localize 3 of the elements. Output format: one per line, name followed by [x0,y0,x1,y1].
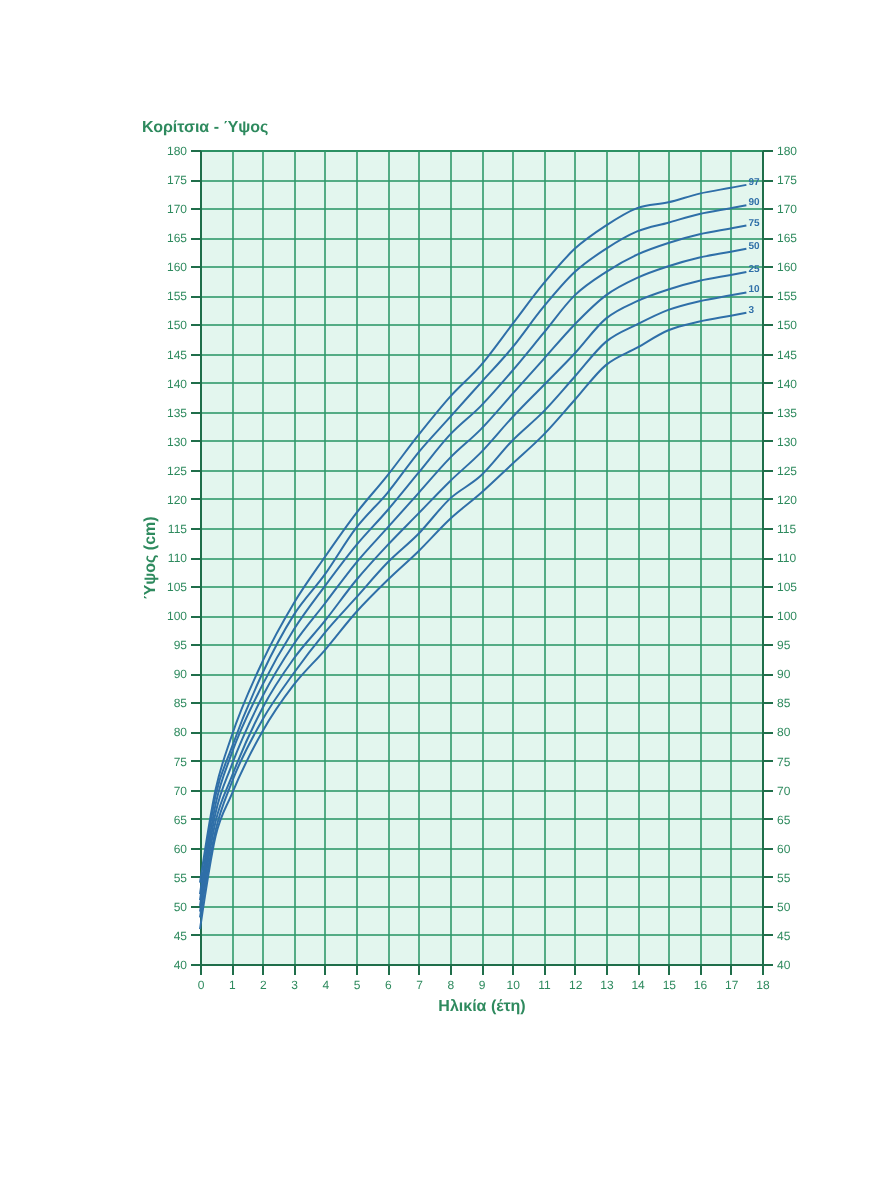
chart-title: Κορίτσια - Ύψος [141,118,269,136]
y-axis-title: Ύψος (cm) [140,515,159,600]
x-axis-title: Ηλικία (έτη) [438,997,527,1015]
